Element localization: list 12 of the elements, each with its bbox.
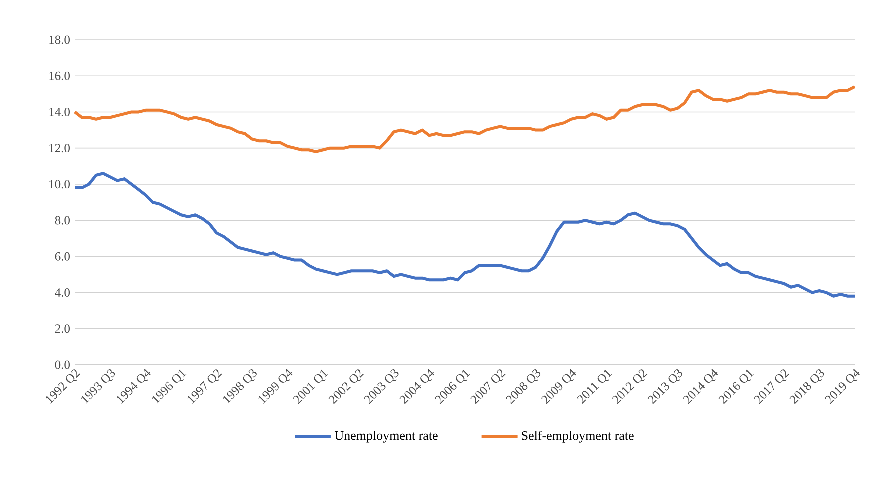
y-tick-label: 4.0 xyxy=(55,288,70,298)
y-tick-label: 18.0 xyxy=(50,36,70,44)
y-tick-label: 6.0 xyxy=(55,252,70,261)
y-tick-label: 14.0 xyxy=(50,108,70,116)
y-tick-label: 12.0 xyxy=(50,144,70,153)
y-tick-label: 8.0 xyxy=(55,216,70,225)
legend-label: Self-employment rate xyxy=(522,430,634,443)
y-tick-label: 16.0 xyxy=(50,72,70,80)
legend-label: Unemployment rate xyxy=(334,431,438,443)
y-tick-label: 10.0 xyxy=(50,180,70,189)
y-tick-label: 2.0 xyxy=(55,324,70,334)
y-tick-label: 0.0 xyxy=(55,360,70,370)
